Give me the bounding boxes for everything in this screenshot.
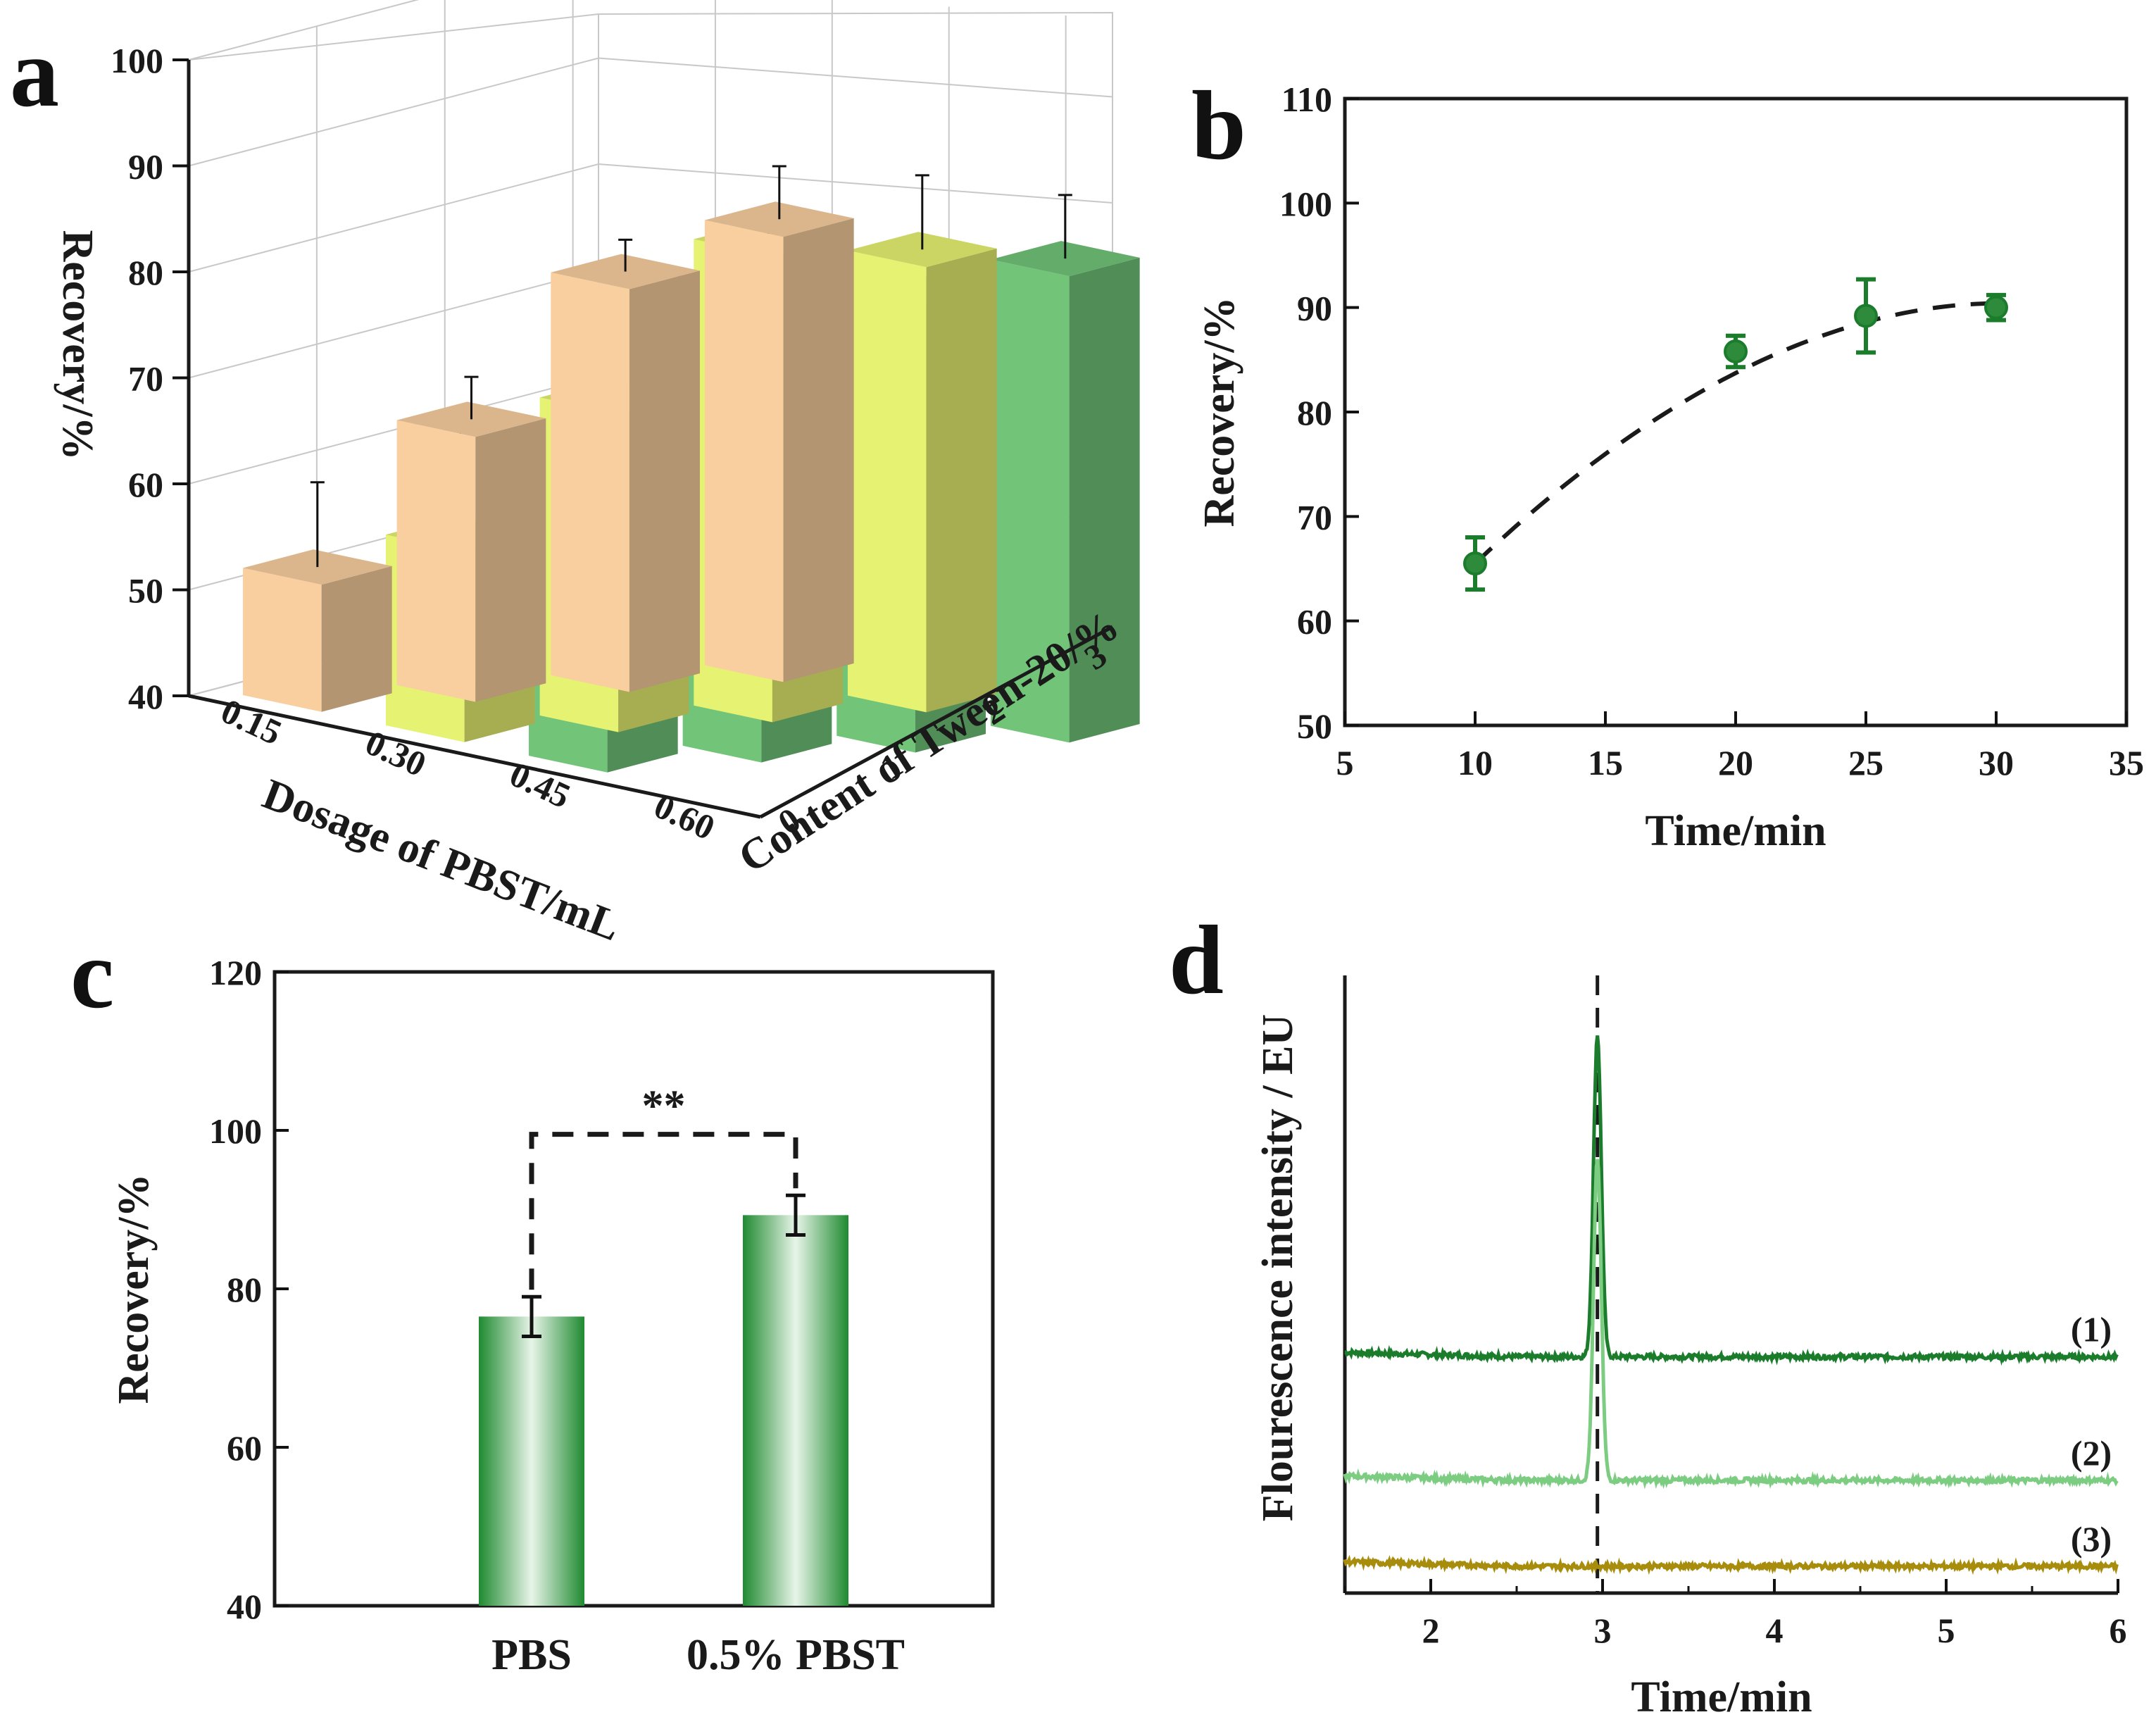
chart-a-bar-front <box>990 259 1070 743</box>
chart-a-ztick-label: 70 <box>128 359 163 399</box>
chart-d-trace-label: (2) <box>2071 1433 2112 1473</box>
chart-b-xtick-label: 15 <box>1588 743 1623 782</box>
chart-a-bar-front <box>704 220 784 682</box>
panel-label-a: a <box>10 18 59 127</box>
chart-c-bar <box>479 1316 584 1606</box>
chart-a-bar-side <box>1069 257 1140 743</box>
chart-a-bar <box>396 375 546 702</box>
chart-a-bar <box>990 194 1140 743</box>
chart-d-xtick-label: 6 <box>2110 1611 2127 1650</box>
chart-b-xtick-label: 35 <box>2109 743 2144 782</box>
chart-d-trace-label: (1) <box>2071 1309 2112 1349</box>
chart-d-xtick-label: 3 <box>1594 1611 1612 1650</box>
chart-a-zgrid-line <box>188 0 420 61</box>
chart-d-xtick-label: 2 <box>1422 1611 1440 1650</box>
chart-b-point <box>1463 551 1487 576</box>
chart-a-bar-front <box>847 250 927 713</box>
chart-d-xlabel: Time/min <box>1631 1673 1812 1721</box>
chart-b-frame <box>1343 96 2129 728</box>
chart-a-bar-side <box>321 566 392 712</box>
panel-label-b: b <box>1191 71 1246 180</box>
chart-b-ytick-label: 70 <box>1297 497 1332 537</box>
chart-d-trace <box>1343 1554 2119 1575</box>
chart-b-ylabel: Recovery/% <box>1196 297 1243 527</box>
chart-d-trace <box>1344 1035 2119 1366</box>
chart-c-ticks: 40 60 80 100 120 PBS 0.5% PBST <box>209 953 905 1679</box>
chart-d-trace-label: (3) <box>2071 1519 2112 1559</box>
chart-d-ylabel: Flourescence intensity / EU <box>1254 1014 1302 1521</box>
chart-b: 5 10 15 20 25 30 35 50 60 70 80 90 100 110 Time/min R… <box>1196 80 2144 855</box>
chart-b-fit-curve <box>1473 301 1997 566</box>
chart-a-ztick-label: 40 <box>128 677 163 716</box>
chart-c-ytick-label: 60 <box>227 1428 262 1468</box>
chart-b-point <box>1984 295 2008 320</box>
chart-c-bar <box>743 1215 848 1606</box>
chart-a-zlabel: Recovery/% <box>54 230 101 460</box>
chart-d-trace <box>1343 1159 2119 1490</box>
chart-d-ticks: 2 3 4 5 6 <box>1343 1579 2127 1650</box>
chart-b-ytick-label: 90 <box>1297 289 1332 328</box>
chart-b-point <box>1724 339 1748 363</box>
chart-a-bar-side <box>926 248 997 713</box>
chart-a-x-axis <box>188 694 761 819</box>
chart-b-xtick-label: 30 <box>1979 743 2014 782</box>
chart-b-xtick-label: 25 <box>1848 743 1884 782</box>
chart-a-ztick-label: 50 <box>128 571 163 611</box>
chart-b-ytick-label: 110 <box>1281 80 1332 119</box>
chart-a-ztick-label: 100 <box>111 41 163 80</box>
panel-label-d: d <box>1169 906 1224 1015</box>
chart-c-significance-label: ** <box>642 1082 686 1130</box>
chart-c-ylabel: Recovery/% <box>110 1173 158 1404</box>
chart-a-ztick-label: 90 <box>128 147 163 187</box>
chart-a-bar-front <box>242 568 322 712</box>
chart-a-bar <box>551 238 700 692</box>
chart-b-xtick-label: 20 <box>1718 743 1753 782</box>
chart-a-bar-side <box>629 270 700 692</box>
chart-b-points <box>1463 277 2008 592</box>
chart-c-ytick-label: 120 <box>209 953 262 992</box>
chart-c-xtick-label: 0.5% PBST <box>687 1631 905 1679</box>
chart-a-bar <box>847 174 997 713</box>
chart-a-ztick-label: 60 <box>128 465 163 504</box>
chart-b-ytick-label: 50 <box>1297 706 1332 746</box>
chart-a-xlabel: Dosage of PBST/mL <box>256 770 627 950</box>
chart-d: 2 3 4 5 6 (1) (2) (3) Time/min Flourescence in… <box>1254 975 2127 1721</box>
chart-c-xtick-label: PBS <box>491 1631 572 1679</box>
chart-b-xtick-label: 10 <box>1458 743 1493 782</box>
chart-a-ztick-label: 80 <box>128 253 163 292</box>
chart-d-xtick-label: 5 <box>1938 1611 1955 1650</box>
chart-c-bars <box>479 1193 848 1606</box>
chart-a-bar <box>242 481 392 712</box>
chart-a-bar-top <box>990 241 1140 277</box>
chart-a-bar-front <box>396 420 476 702</box>
chart-b-xtick-label: 5 <box>1336 743 1354 782</box>
chart-c-significance-bracket <box>529 1132 798 1290</box>
chart-c-ytick-label: 80 <box>227 1270 262 1309</box>
chart-b-ytick-label: 100 <box>1279 184 1332 223</box>
chart-c-ytick-label: 100 <box>209 1111 262 1151</box>
chart-a-y-axis <box>759 625 1114 819</box>
chart-b-ticks: 5 10 15 20 25 30 35 50 60 70 80 90 100 110 <box>1279 80 2144 782</box>
chart-a-bar <box>704 165 854 682</box>
chart-b-xlabel: Time/min <box>1645 807 1826 855</box>
chart-a-bar-side <box>475 418 546 702</box>
chart-b-point <box>1854 304 1878 328</box>
panel-label-c: c <box>70 920 114 1029</box>
chart-d-traces: (1) (2) (3) <box>1343 1035 2119 1575</box>
chart-c-ytick-label: 40 <box>227 1587 262 1626</box>
chart-c-frame <box>272 970 995 1608</box>
chart-d-xtick-label: 4 <box>1766 1611 1784 1650</box>
chart-a-bar-front <box>551 272 629 692</box>
chart-a-zgrid-line <box>188 163 1113 273</box>
chart-b-ytick-label: 60 <box>1297 602 1332 642</box>
chart-a-zgrid-line <box>188 57 1113 167</box>
chart-b-ytick-label: 80 <box>1297 393 1332 432</box>
chart-a-bar-side <box>783 218 854 682</box>
chart-c: 40 60 80 100 120 PBS 0.5% PBST ** Recovery/% <box>110 953 995 1679</box>
chart-a-bars <box>242 165 1140 773</box>
